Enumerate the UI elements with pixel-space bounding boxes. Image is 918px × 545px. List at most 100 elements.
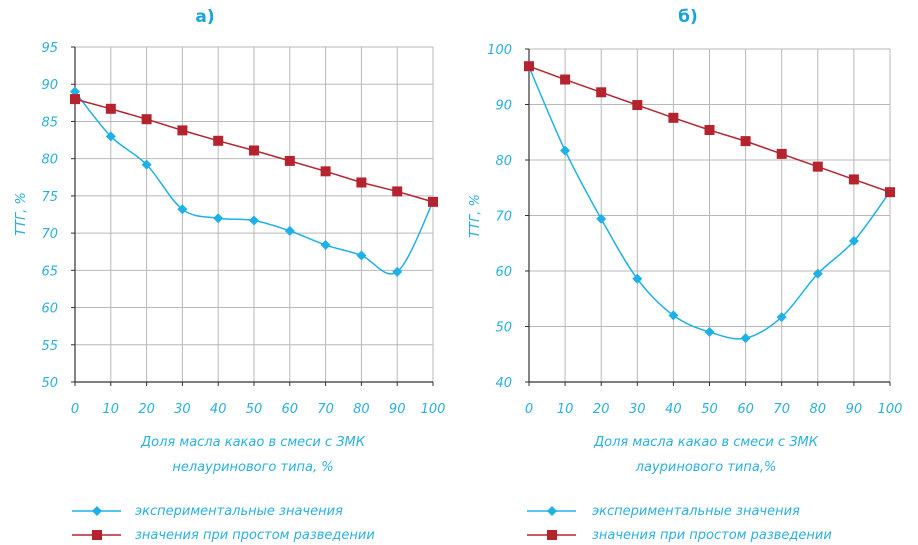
legend-b-experimental-label: экспериментальные значения (592, 504, 800, 519)
legend-a-experimental-label: экспериментальные значения (135, 504, 343, 519)
panel-a-x-tick-label: 10 (103, 402, 120, 417)
panel-b-dilution-point (812, 161, 823, 172)
panel-a-series (70, 86, 438, 277)
panel-b-y-tick-label: 40 (495, 376, 512, 391)
panel-a-x-tick-label: 0 (71, 402, 79, 417)
panel-a-y-tick-label: 65 (41, 264, 58, 279)
panel-a-y-tick-label: 75 (41, 190, 58, 205)
panel-a-dilution-point (249, 145, 259, 156)
legend-b-experimental-marker (547, 506, 557, 516)
panel-a-experimental-point (320, 240, 331, 251)
panel-a-y-tick-label: 90 (41, 78, 58, 93)
panel-a-ylabel: ТТГ, % (14, 192, 29, 236)
panel-a-dilution-point (356, 177, 367, 188)
panel-b-x-tick-label: 100 (878, 402, 903, 417)
panel-b-x-tick-label: 10 (557, 402, 574, 417)
panel-a-y-tick-label: 80 (41, 153, 58, 168)
panel-a-dilution-point (284, 155, 295, 166)
panel-b-experimental-point (812, 268, 823, 279)
panel-a-y-tick-label: 55 (41, 339, 58, 354)
panel-b-x-tick-label: 20 (593, 402, 610, 417)
panel-b-x-tick-label: 70 (773, 402, 790, 417)
panel-a-dilution-point (105, 103, 116, 114)
legend-a-experimental-marker (92, 506, 102, 516)
panel-a-x-tick-label: 40 (210, 402, 227, 417)
panel-a-x-tick-label: 80 (353, 402, 370, 417)
panel-a-title: а) (195, 7, 214, 27)
panel-b-experimental-point (560, 145, 571, 156)
panel-a-dilution-point (70, 94, 80, 105)
panel-a-dilution-point (177, 125, 188, 136)
panel-a-legend: экспериментальные значения значения при … (72, 504, 375, 543)
panel-b-x-tick-label: 90 (846, 402, 863, 417)
panel-a-experimental-point (392, 266, 403, 277)
panel-b-y-tick-label: 60 (495, 265, 512, 280)
legend-b-dilution-marker (547, 530, 557, 540)
panel-a-experimental-point (141, 159, 152, 170)
panel-b-dilution-point (596, 87, 607, 98)
panel-b-dilution-point (704, 125, 715, 136)
panel-b-y-tick-label: 90 (495, 99, 512, 114)
panel-b-dilution-point (776, 148, 787, 159)
panel-a-y-tick-label: 50 (41, 376, 58, 391)
panel-a-experimental-point (249, 215, 259, 226)
panel-a-experimental-point (105, 131, 116, 142)
panel-b-dilution-point (524, 61, 534, 72)
panel-b-series-experimental-line (528, 66, 891, 340)
panel-b-series (524, 61, 895, 344)
panel-a-xlabel-line1: Доля масла какао в смеси с ЗМК (140, 435, 366, 450)
panel-b-x-tick-label: 60 (737, 402, 754, 417)
panel-a-x-tick-label: 20 (138, 402, 155, 417)
panel-a-x-tick-label: 30 (174, 402, 191, 417)
panel-b-dilution-point (668, 112, 679, 123)
panel-a-experimental-point (356, 250, 367, 261)
panel-a-dilution-point (141, 114, 152, 125)
panel-b-x-tick-label: 40 (665, 402, 682, 417)
legend-a-dilution-marker (92, 530, 102, 540)
panel-a: а) 0 10 20 30 40 50 60 70 80 90 100 50 55 60 65 70 75 80 8… (14, 7, 445, 543)
panel-b-ylabel: ТТГ, % (468, 194, 483, 238)
panel-a-dilution-point (428, 196, 438, 207)
panel-b-y-tick-label: 80 (495, 154, 512, 169)
panel-a-x-tick-label: 50 (246, 402, 263, 417)
panel-a-x-tick-label: 60 (282, 402, 299, 417)
panel-b: б) 0 10 20 30 40 50 60 70 80 90 100 40 50 60 70 80 90 100… (468, 7, 902, 543)
panel-b-x-tick-label: 80 (810, 402, 827, 417)
panel-a-experimental-point (284, 225, 295, 236)
panel-a-experimental-point (213, 213, 224, 224)
panel-b-dilution-point (740, 136, 751, 147)
panel-b-dilution-point (560, 74, 571, 85)
panel-b-xlabel-line1: Доля масла какао в смеси с ЗМК (593, 435, 819, 450)
legend-b-dilution-label: значения при простом разведении (592, 528, 832, 543)
panel-a-ticks: 0 10 20 30 40 50 60 70 80 90 100 50 55 60 65 70 75 80 85 90… (41, 41, 445, 417)
panel-a-grid (74, 46, 434, 383)
panel-a-xlabel-line2: нелауринового типа, % (172, 460, 333, 475)
panel-b-experimental-point (632, 273, 643, 284)
panel-a-y-tick-label: 95 (41, 41, 58, 56)
panel-b-experimental-point (740, 333, 751, 344)
panel-b-experimental-point (848, 236, 859, 247)
panel-a-experimental-point (177, 204, 188, 215)
panel-a-x-tick-label: 90 (389, 402, 406, 417)
panel-b-experimental-point (704, 327, 715, 338)
panel-b-y-tick-label: 50 (495, 321, 512, 336)
panel-b-legend: экспериментальные значения значения при … (527, 504, 832, 543)
panel-b-dilution-point (885, 187, 895, 198)
panel-a-dilution-point (320, 166, 331, 177)
panel-b-title: б) (678, 7, 698, 27)
panel-b-ticks: 0 10 20 30 40 50 60 70 80 90 100 40 50 60 70 80 90 100 (487, 43, 902, 417)
panel-b-x-tick-label: 50 (701, 402, 718, 417)
legend-a-dilution-label: значения при простом разведении (135, 528, 375, 543)
panel-b-dilution-point (848, 174, 859, 185)
panel-b-dilution-point (632, 100, 643, 111)
panel-a-y-tick-label: 60 (41, 302, 58, 317)
panel-b-x-tick-label: 30 (629, 402, 646, 417)
panel-b-experimental-point (776, 312, 787, 323)
panel-b-experimental-point (596, 213, 607, 224)
panel-b-y-tick-label: 100 (487, 43, 512, 58)
panel-a-y-tick-label: 85 (41, 115, 58, 130)
panel-a-y-tick-label: 70 (41, 227, 58, 242)
panel-b-y-tick-label: 70 (495, 210, 512, 225)
panel-a-x-tick-label: 100 (421, 402, 446, 417)
